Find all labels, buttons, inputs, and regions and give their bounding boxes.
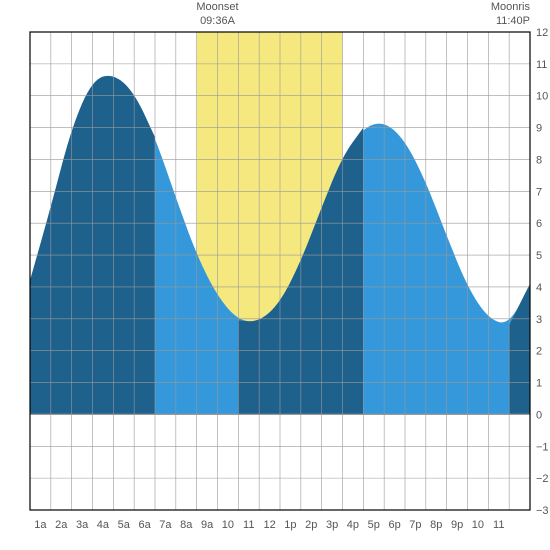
svg-text:10: 10 bbox=[472, 519, 484, 531]
svg-text:3a: 3a bbox=[76, 519, 89, 531]
svg-text:2: 2 bbox=[536, 346, 542, 358]
svg-text:8p: 8p bbox=[430, 519, 442, 531]
svg-text:7a: 7a bbox=[159, 519, 172, 531]
moonset-title: Moonset bbox=[188, 0, 248, 14]
moonset-label: Moonset 09:36A bbox=[188, 0, 248, 29]
svg-text:3: 3 bbox=[536, 314, 542, 326]
svg-text:11: 11 bbox=[536, 59, 547, 71]
svg-text:6a: 6a bbox=[138, 519, 151, 531]
chart-svg: 1211109876543210−1−2−31a2a3a4a5a6a7a8a9a… bbox=[0, 0, 550, 550]
svg-text:6p: 6p bbox=[388, 519, 400, 531]
svg-text:3p: 3p bbox=[326, 519, 338, 531]
svg-text:4p: 4p bbox=[347, 519, 359, 531]
moonset-time: 09:36A bbox=[188, 14, 248, 28]
tide-chart: Moonset 09:36A Moonris 11:40P 1211109876… bbox=[0, 0, 550, 550]
svg-text:5a: 5a bbox=[118, 519, 131, 531]
svg-text:2p: 2p bbox=[305, 519, 317, 531]
svg-text:7: 7 bbox=[536, 186, 542, 198]
svg-text:−2: −2 bbox=[536, 473, 549, 485]
svg-text:7p: 7p bbox=[409, 519, 421, 531]
svg-text:11: 11 bbox=[243, 519, 254, 531]
svg-text:−3: −3 bbox=[536, 505, 549, 517]
moonrise-title: Moonris bbox=[491, 0, 530, 14]
top-labels: Moonset 09:36A Moonris 11:40P bbox=[0, 0, 550, 32]
moonrise-time: 11:40P bbox=[491, 14, 530, 28]
svg-text:6: 6 bbox=[536, 218, 542, 230]
svg-text:2a: 2a bbox=[55, 519, 68, 531]
svg-text:5: 5 bbox=[536, 250, 542, 262]
svg-text:10: 10 bbox=[536, 91, 548, 103]
svg-text:9: 9 bbox=[536, 123, 542, 135]
svg-text:9p: 9p bbox=[451, 519, 463, 531]
svg-text:1a: 1a bbox=[34, 519, 47, 531]
svg-text:1p: 1p bbox=[284, 519, 296, 531]
svg-text:9a: 9a bbox=[201, 519, 214, 531]
svg-text:12: 12 bbox=[263, 519, 275, 531]
svg-text:8: 8 bbox=[536, 154, 542, 166]
svg-text:−1: −1 bbox=[536, 441, 549, 453]
svg-text:8a: 8a bbox=[180, 519, 193, 531]
moonrise-label: Moonris 11:40P bbox=[491, 0, 530, 29]
svg-text:4: 4 bbox=[536, 282, 542, 294]
svg-text:1: 1 bbox=[536, 378, 542, 390]
svg-text:0: 0 bbox=[536, 409, 542, 421]
svg-text:5p: 5p bbox=[368, 519, 380, 531]
svg-text:4a: 4a bbox=[97, 519, 110, 531]
svg-text:11: 11 bbox=[493, 519, 504, 531]
svg-text:10: 10 bbox=[222, 519, 234, 531]
